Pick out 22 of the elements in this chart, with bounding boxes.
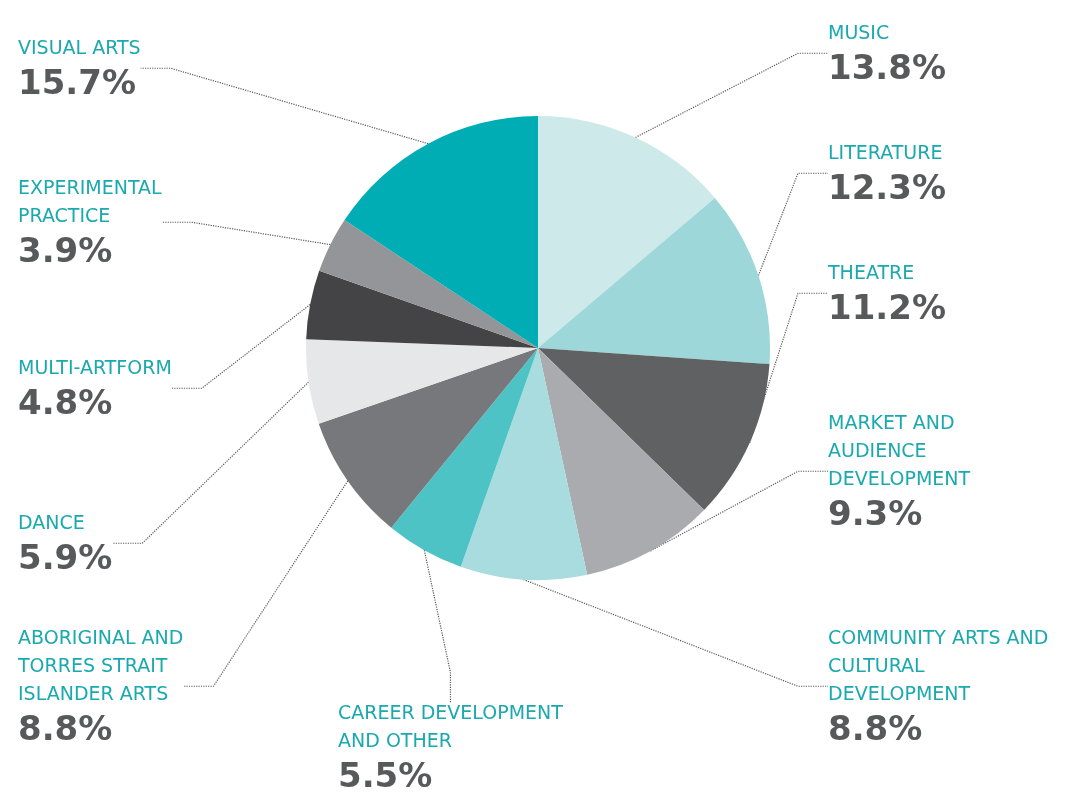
slice-label: CAREER DEVELOPMENT AND OTHER xyxy=(338,701,564,751)
data-label: 8.8% xyxy=(828,708,923,748)
slice-label: THEATRE xyxy=(827,261,915,283)
data-label: 8.8% xyxy=(18,708,113,748)
data-label: 5.9% xyxy=(18,537,113,577)
slice-label: COMMUNITY ARTS AND CULTURAL DEVELOPMENT xyxy=(828,626,1049,704)
data-label: 13.8% xyxy=(828,47,946,87)
data-label: 4.8% xyxy=(18,382,113,422)
slice-label: MUSIC xyxy=(828,21,890,43)
slice-label: MARKET AND AUDIENCE DEVELOPMENT xyxy=(828,411,971,489)
data-label: 12.3% xyxy=(828,167,946,207)
slice-label: LITERATURE xyxy=(828,141,943,163)
data-label: 9.3% xyxy=(828,493,923,533)
slice-label: EXPERIMENTAL PRACTICE xyxy=(18,176,163,226)
data-label: 15.7% xyxy=(18,62,136,102)
data-label: 5.5% xyxy=(338,755,433,795)
slice-label: ABORIGINAL AND TORRES STRAIT ISLANDER ARTS xyxy=(17,626,184,704)
slice-label: DANCE xyxy=(18,511,85,533)
slice-label: MULTI-ARTFORM xyxy=(18,356,172,378)
slice-label: VISUAL ARTS xyxy=(18,36,141,58)
data-label: 11.2% xyxy=(828,287,946,327)
data-label: 3.9% xyxy=(18,230,113,270)
